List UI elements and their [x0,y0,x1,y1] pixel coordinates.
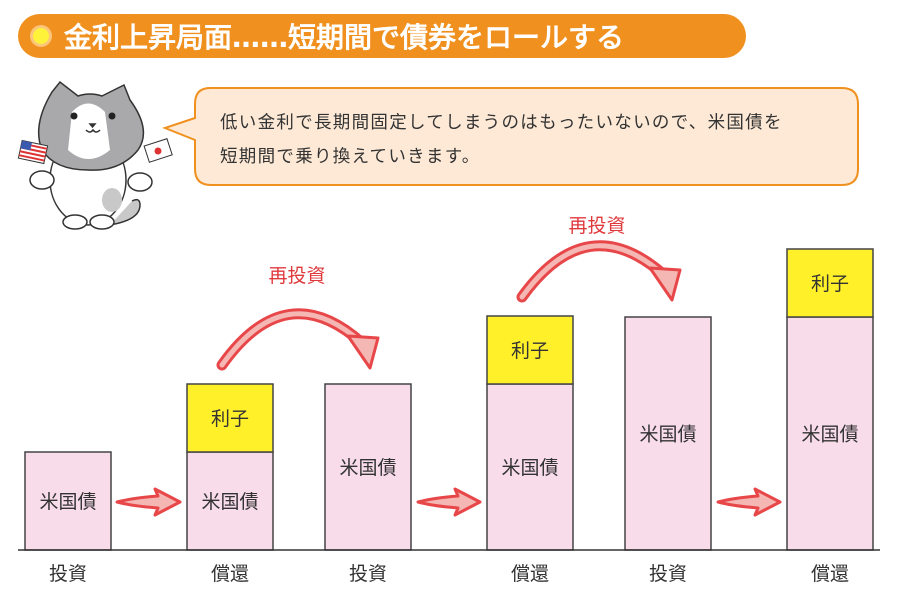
bond-label: 米国債 [639,424,696,446]
bond-label: 米国債 [39,491,96,513]
arrow-head-icon [346,334,380,370]
cat-mascot-icon [29,80,153,230]
reinvest-label: 再投資 [568,215,625,237]
column-label: 投資 [49,563,87,585]
bond-block [24,451,112,551]
reinvest-label: 再投資 [268,265,325,287]
column-label: 投資 [349,563,387,585]
bond-block [624,316,712,551]
right-arrow-icon [416,487,482,517]
column-label: 投資 [649,563,687,585]
column-label: 償還 [211,563,249,585]
column-label: 償還 [811,563,849,585]
page-title: 金利上昇局面……短期間で債券をロールする [63,21,624,54]
interest-label: 利子 [211,408,249,430]
interest-block [786,248,874,318]
bond-label: 米国債 [501,457,558,479]
arrow-head-icon [648,266,682,302]
us-flag-icon [17,139,49,165]
right-arrow-icon [115,487,182,517]
bond-block [486,383,574,551]
curved-arrow-fill [519,243,667,300]
bond-block [324,383,412,551]
interest-block [186,383,274,453]
speech-line-1: 低い金利で長期間固定してしまうのはもったいないので、米国債を [220,113,783,133]
right-arrow-icon [716,487,782,517]
bond-block [786,316,874,551]
jp-flag-icon [143,138,173,163]
speech-line-2: 短期間で乗り換えていきます。 [220,147,481,167]
interest-label: 利子 [511,340,549,362]
bond-label: 米国債 [339,457,396,479]
curved-arrow-fill [219,311,365,368]
interest-block [486,315,574,385]
column-label: 償還 [511,563,549,585]
bond-label: 米国債 [801,424,858,446]
header-banner: 金利上昇局面……短期間で債券をロールする [18,14,746,58]
bond-label: 米国債 [201,491,258,513]
speech-bubble: 低い金利で長期間固定してしまうのはもったいないので、米国債を 短期間で乗り換えて… [162,87,859,186]
interest-label: 利子 [811,273,849,295]
